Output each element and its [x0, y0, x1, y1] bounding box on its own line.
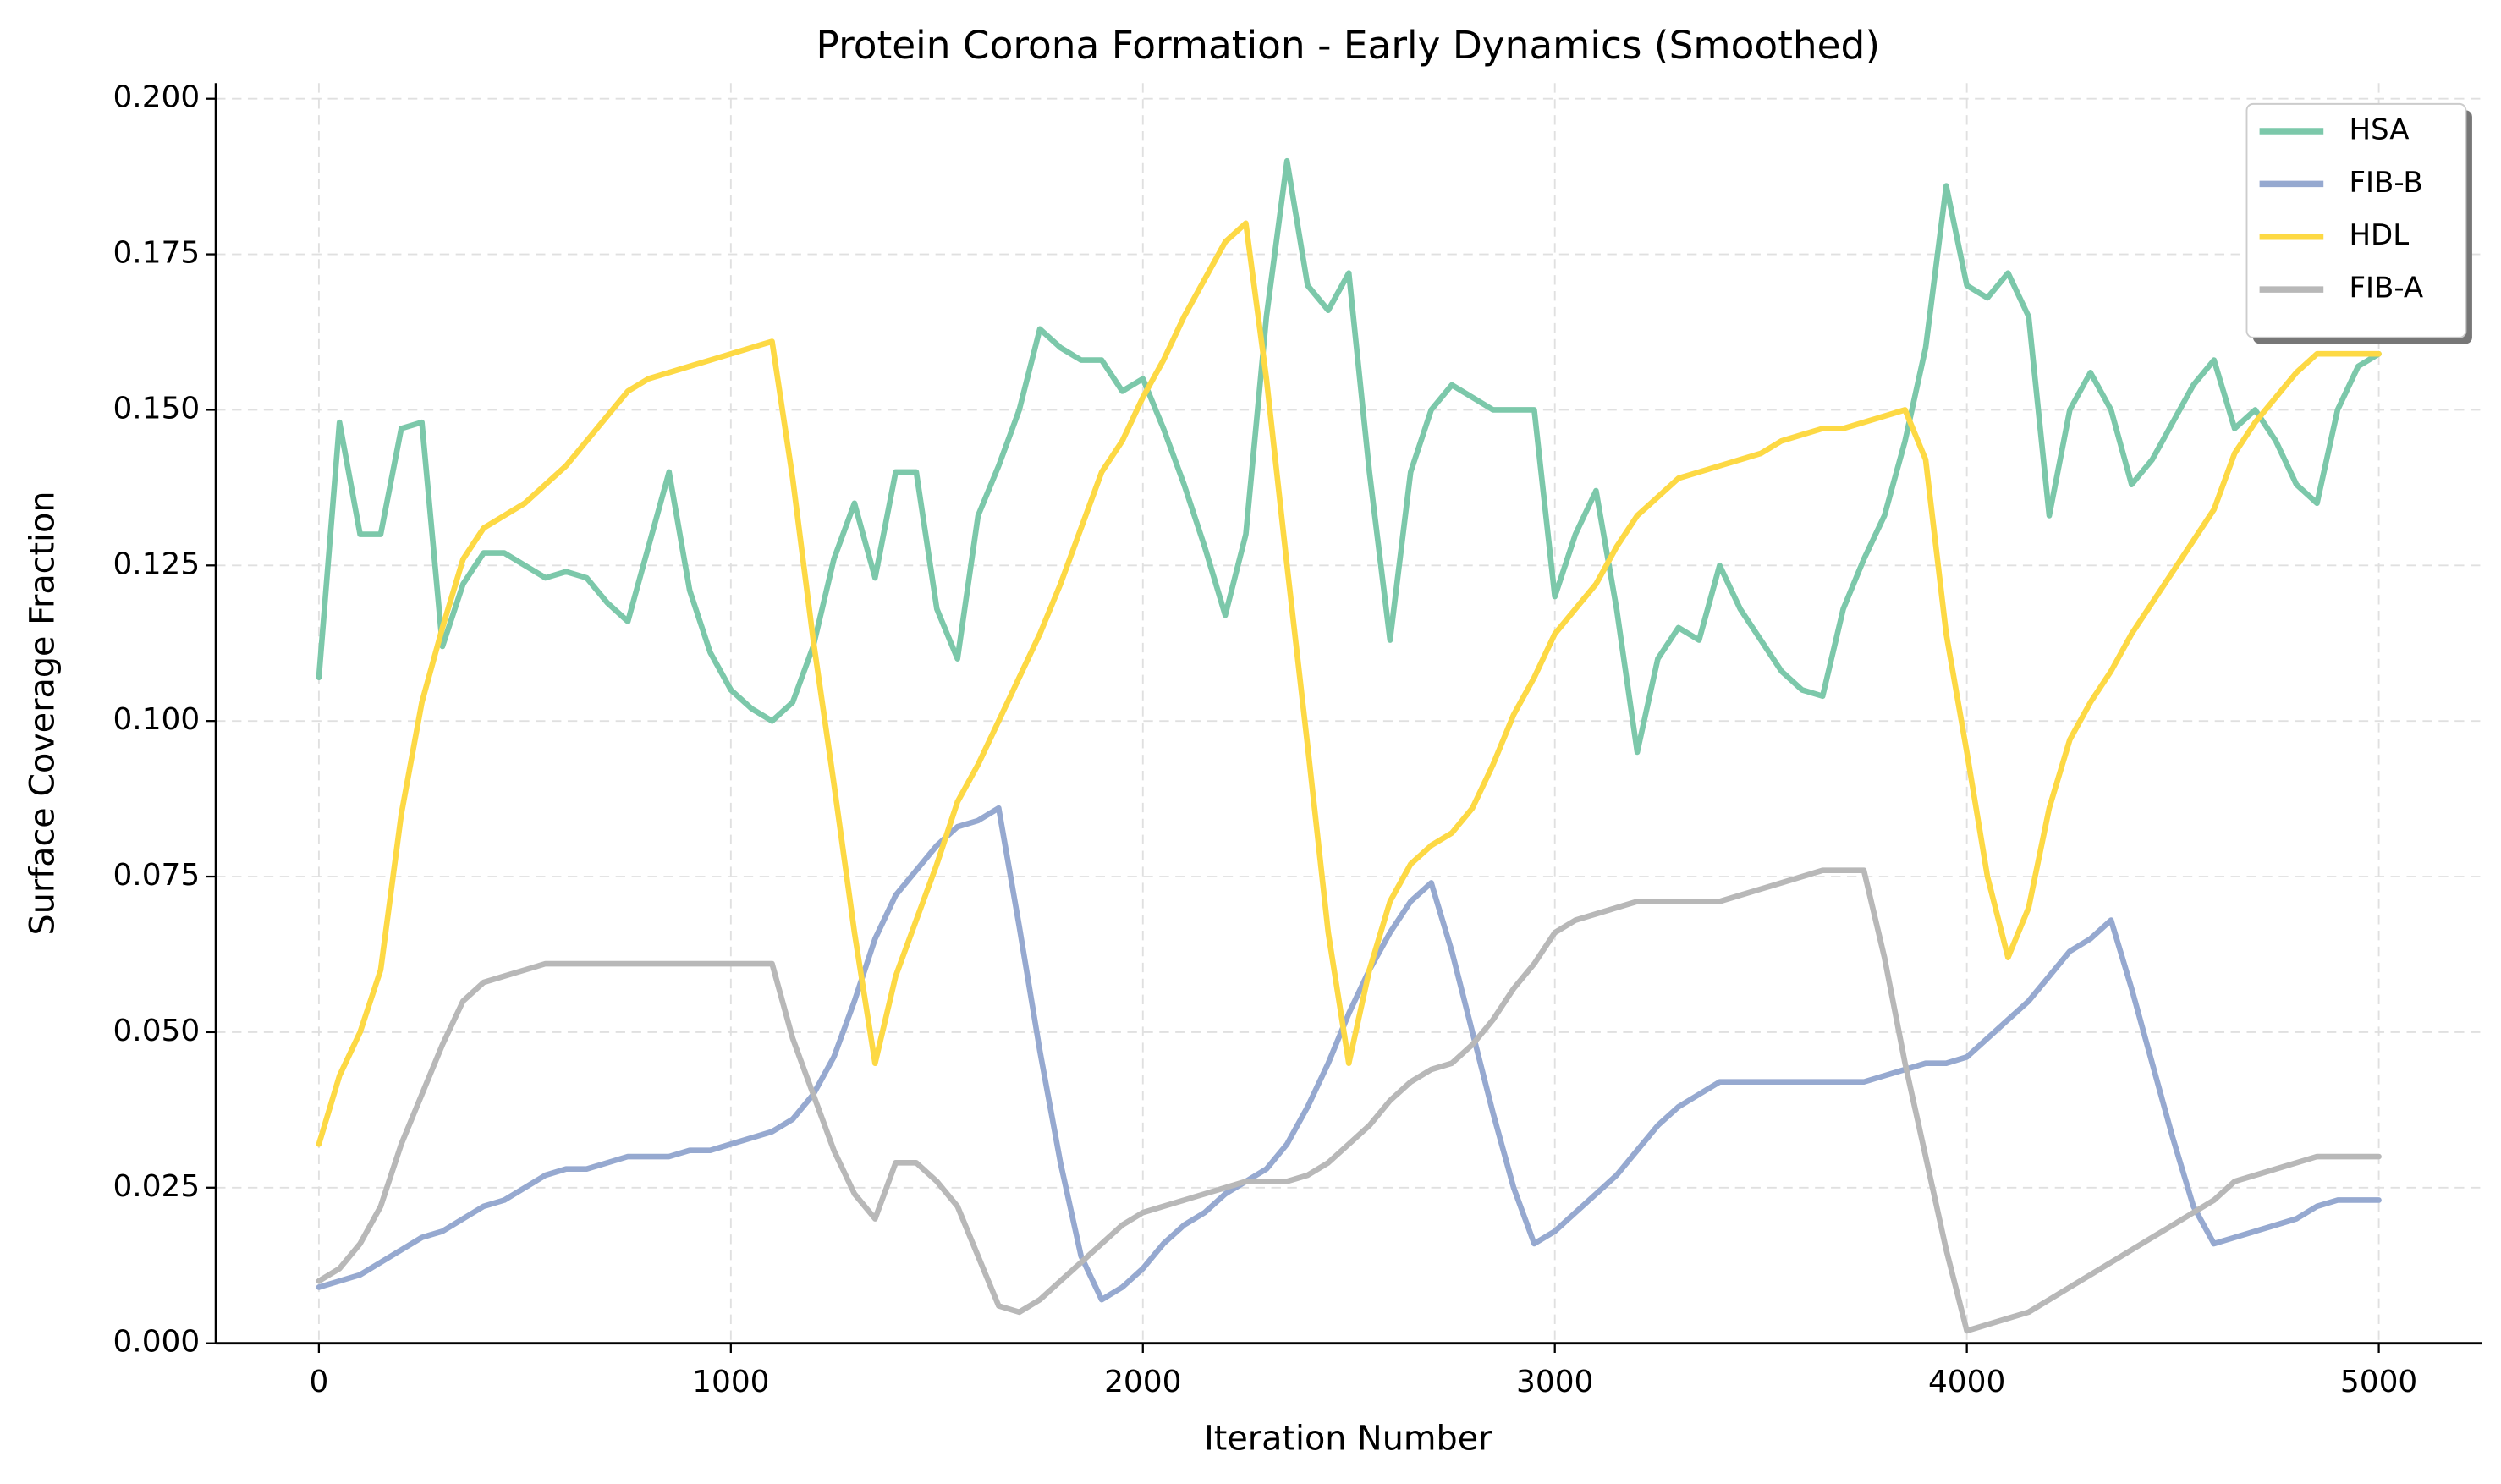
y-tick-label: 0.000	[113, 1325, 200, 1360]
y-tick-label: 0.050	[113, 1014, 200, 1048]
y-tick-label: 0.075	[113, 858, 200, 893]
x-tick-label: 4000	[1928, 1365, 2005, 1399]
x-tick-label: 1000	[692, 1365, 769, 1399]
x-tick-label: 0	[309, 1365, 328, 1399]
grid	[216, 83, 2482, 1344]
x-tick-label: 2000	[1104, 1365, 1181, 1399]
legend: HSA FIB-B HDL FIB-A	[2245, 102, 2467, 338]
x-tick-label: 5000	[2340, 1365, 2417, 1399]
y-tick-label: 0.125	[113, 547, 200, 581]
y-axis-label: Surface Coverage Fraction	[23, 491, 62, 935]
series-line	[316, 805, 2382, 1303]
legend-label: FIB-B	[2349, 166, 2422, 200]
legend-label: HSA	[2349, 113, 2409, 147]
axes: 0.000 0.025 0.050 0.075 0.100 0.125 0.150 0.175…	[113, 80, 2482, 1399]
y-tick-label: 0.100	[113, 702, 200, 737]
plot-area	[316, 157, 2382, 1334]
legend-label: FIB-A	[2349, 272, 2423, 305]
y-tick-label: 0.200	[113, 80, 200, 115]
y-tick-label: 0.175	[113, 236, 200, 271]
y-tick-label: 0.150	[113, 391, 200, 426]
legend-box	[2245, 102, 2467, 338]
series-line	[316, 157, 2382, 756]
y-tick-label: 0.025	[113, 1169, 200, 1204]
legend-label: HDL	[2349, 218, 2409, 252]
series-line	[316, 867, 2382, 1334]
x-tick-label: 3000	[1516, 1365, 1593, 1399]
x-axis-label: Iteration Number	[1204, 1419, 1492, 1458]
chart-title: Protein Corona Formation - Early Dynamic…	[816, 23, 1881, 68]
series-line	[316, 220, 2382, 1147]
